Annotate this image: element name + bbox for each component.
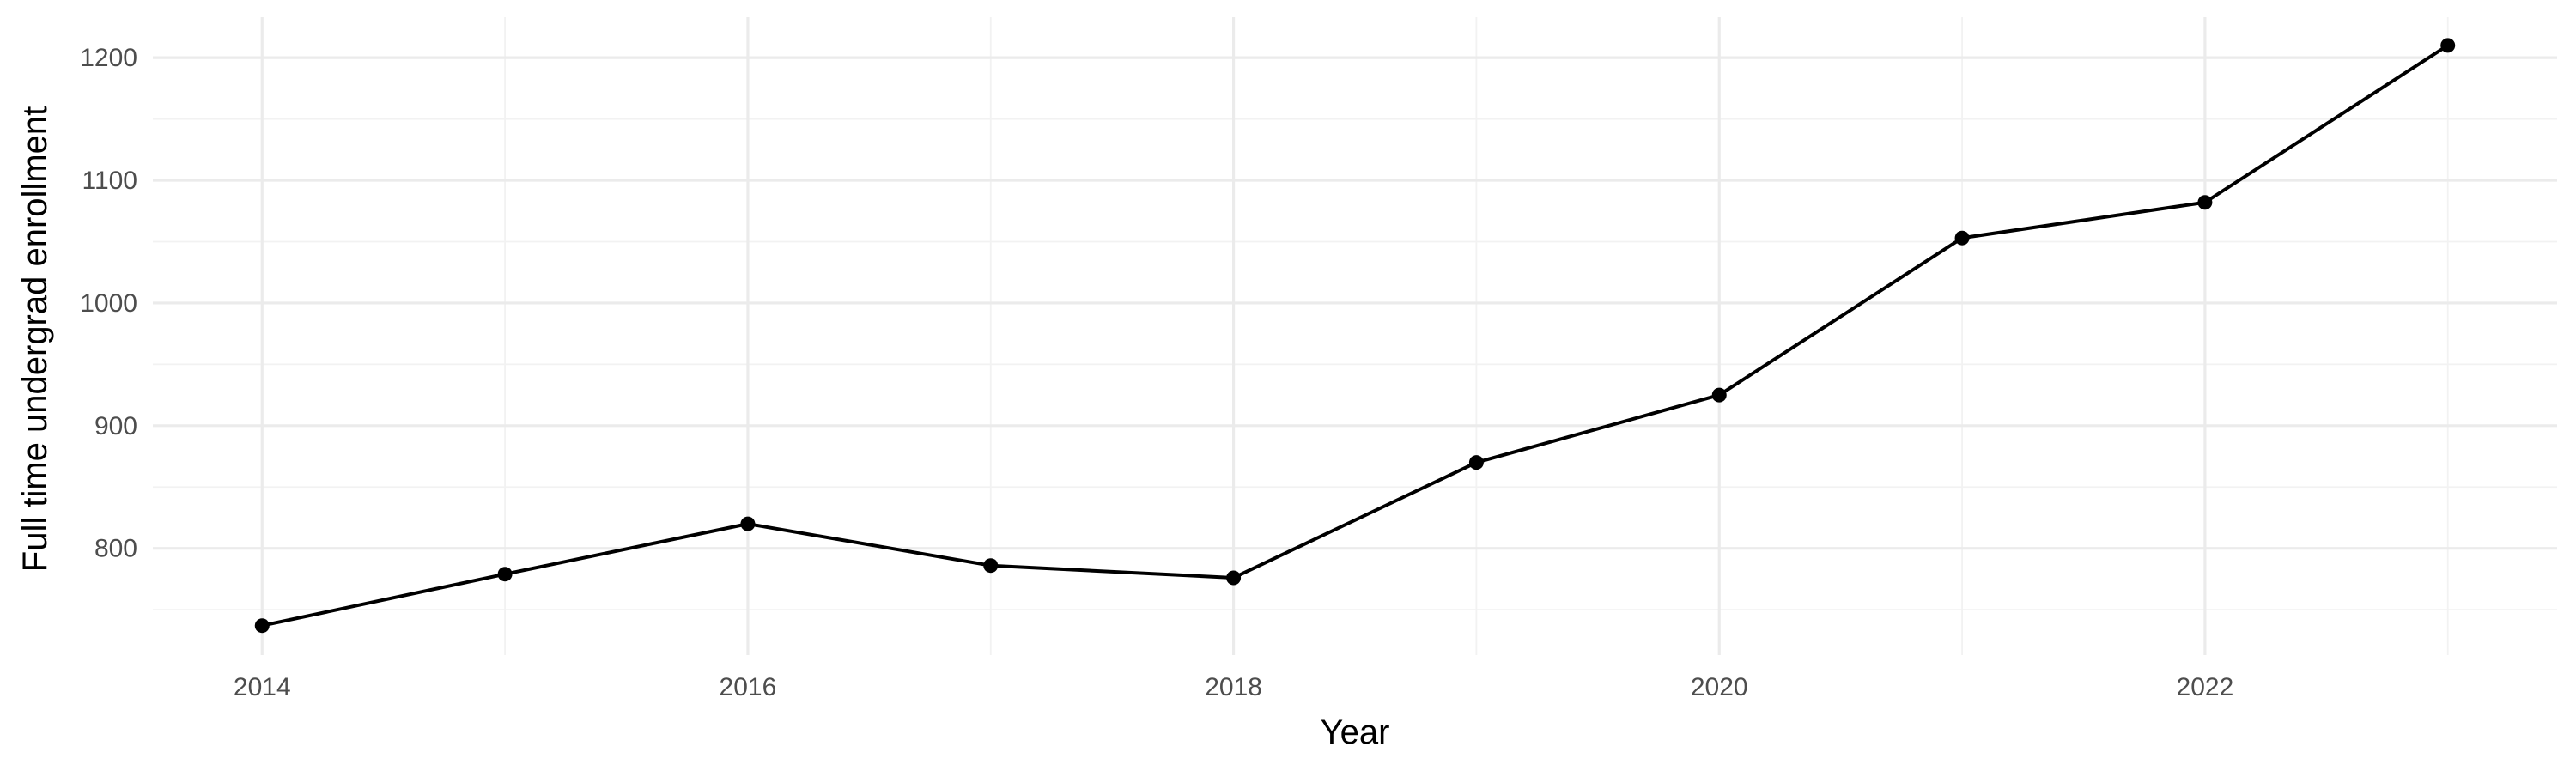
data-points: [254, 38, 2456, 634]
data-point: [983, 558, 999, 574]
data-point: [497, 567, 513, 582]
data-point: [1468, 455, 1484, 470]
y-tick-label: 800: [94, 535, 137, 563]
y-axis-tick-labels: 800 900 1000 1100 1200: [80, 44, 137, 563]
x-tick-label: 2018: [1205, 673, 1262, 701]
series-line: [260, 43, 2450, 628]
x-tick-label: 2014: [234, 673, 291, 701]
x-tick-label: 2016: [720, 673, 777, 701]
grid-lines: [153, 17, 2557, 655]
x-tick-label: 2020: [1691, 673, 1748, 701]
data-point: [1711, 387, 1727, 403]
data-point: [1954, 230, 1970, 246]
data-point: [254, 618, 270, 634]
y-tick-label: 1200: [80, 44, 137, 72]
series-layer: [260, 43, 2450, 628]
y-tick-label: 1100: [82, 167, 137, 195]
data-point: [1226, 570, 1242, 586]
x-axis-tick-labels: 2014 2016 2018 2020 2022: [234, 673, 2233, 701]
data-point: [740, 516, 756, 531]
data-point: [2197, 195, 2213, 210]
y-axis-title: Full time undergrad enrollment: [16, 106, 54, 572]
data-point: [2440, 38, 2456, 53]
x-axis-title: Year: [1321, 713, 1390, 751]
y-tick-label: 900: [94, 412, 137, 440]
y-tick-label: 1000: [80, 289, 137, 318]
x-tick-label: 2022: [2177, 673, 2234, 701]
